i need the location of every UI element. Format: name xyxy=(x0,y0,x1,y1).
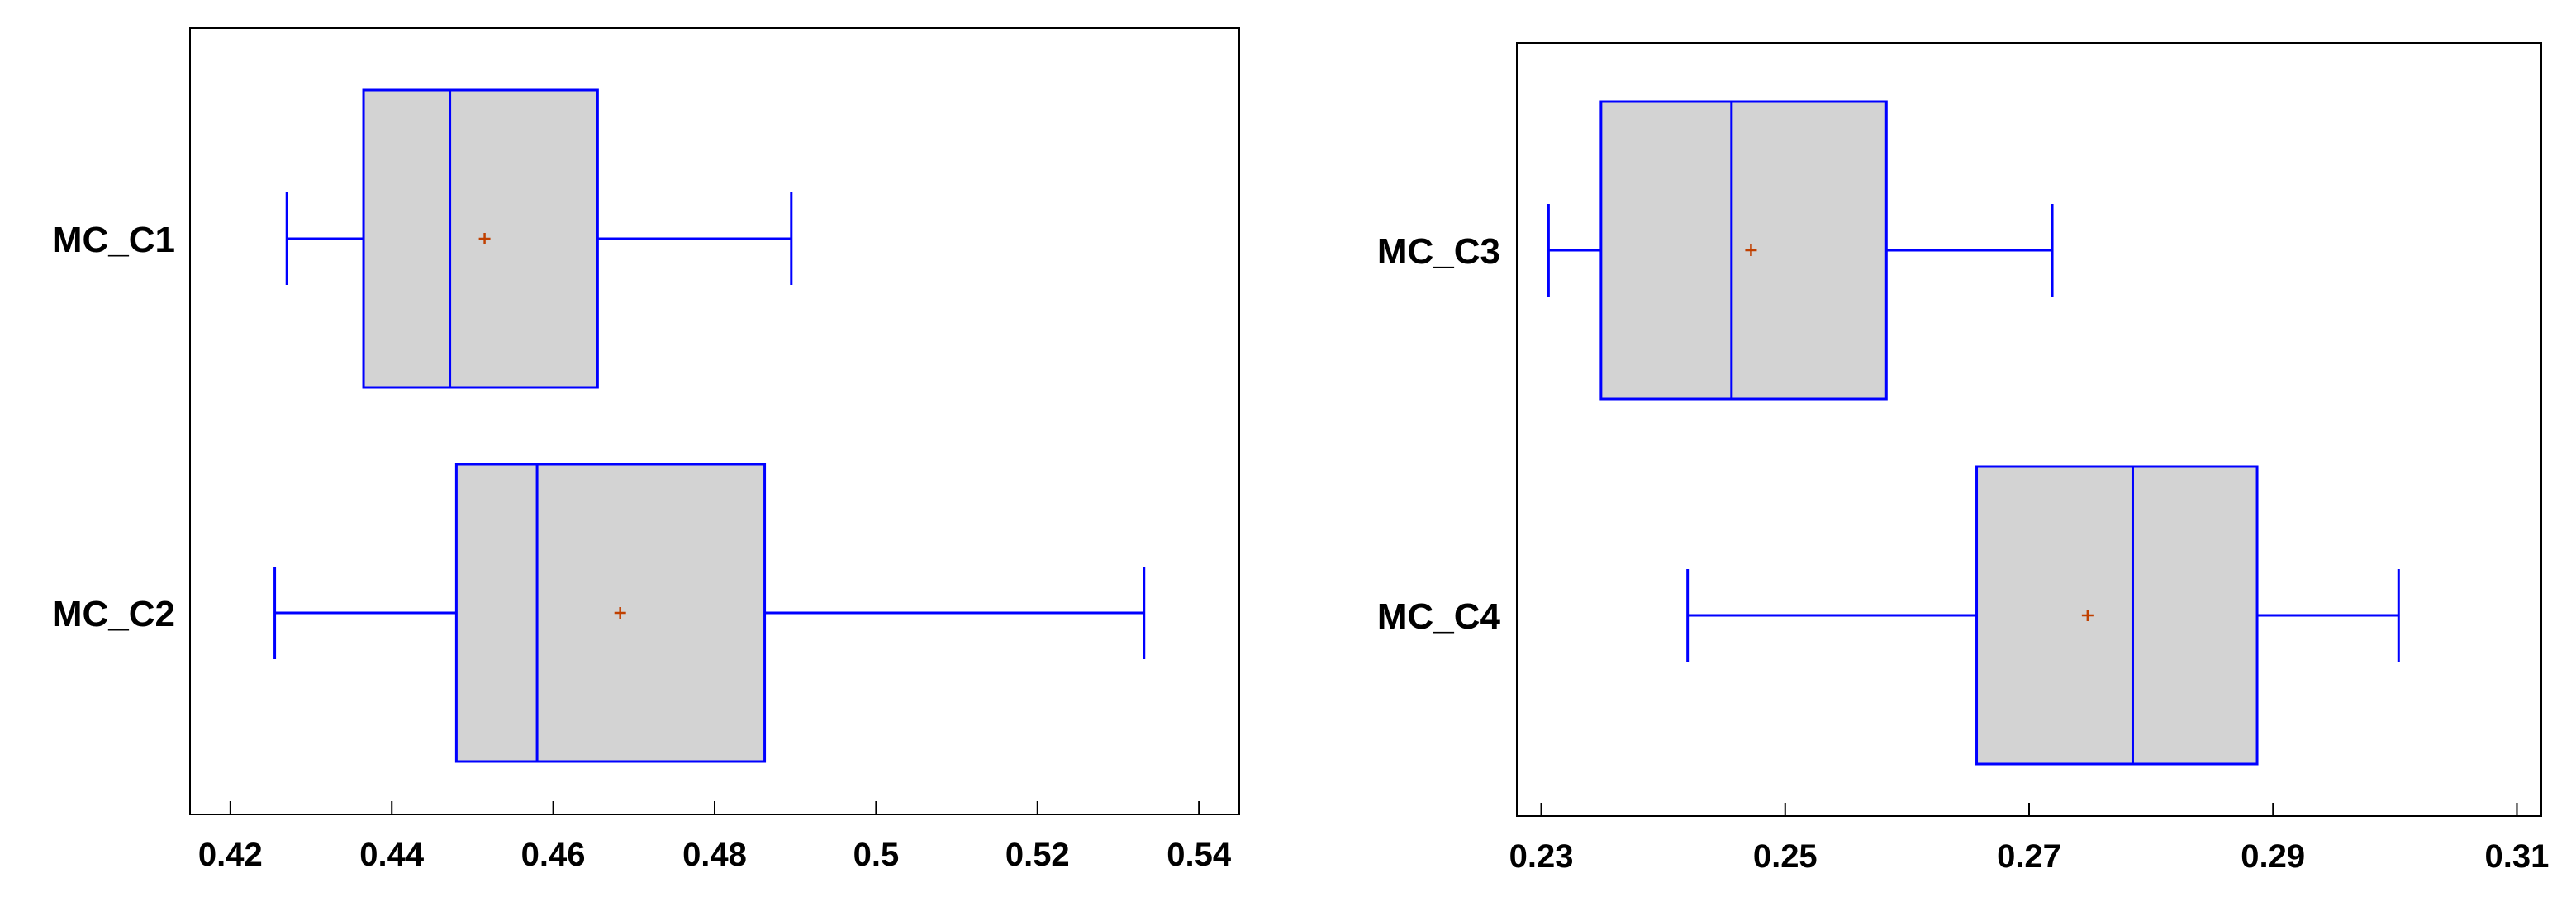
iqr-box xyxy=(454,463,767,763)
right-boxplot-panel: 0.23 0.25 0.27 0.29 0.31 MC_C3 MC_C4 xyxy=(1377,42,2550,875)
x-tick-label: 0.46 xyxy=(521,837,586,873)
boxplot-series: MC_C2 xyxy=(52,463,1146,763)
x-tick-label: 0.29 xyxy=(2241,838,2305,875)
x-tick-label: 0.44 xyxy=(359,837,425,873)
x-tick-label: 0.48 xyxy=(682,837,747,873)
iqr-box xyxy=(1599,100,1888,401)
category-label: MC_C1 xyxy=(52,220,175,260)
x-tick-label: 0.42 xyxy=(198,837,263,873)
x-tick-label: 0.5 xyxy=(853,837,900,873)
boxplot-series: MC_C4 xyxy=(1377,465,2400,766)
boxplot-series: MC_C3 xyxy=(1377,100,2054,401)
x-tick-label: 0.52 xyxy=(1005,837,1070,873)
category-label: MC_C4 xyxy=(1377,596,1501,637)
left-boxplot-panel: 0.42 0.44 0.46 0.48 0.5 0.52 0.54 MC_C1 MC_C2 xyxy=(52,27,1240,873)
x-tick-label: 0.54 xyxy=(1167,837,1232,873)
x-tick-label: 0.25 xyxy=(1753,838,1818,875)
category-label: MC_C2 xyxy=(52,594,175,634)
x-tick-label: 0.27 xyxy=(1997,838,2061,875)
boxplot-series: MC_C1 xyxy=(52,88,793,389)
iqr-box xyxy=(1975,465,2259,766)
x-tick-label: 0.23 xyxy=(1509,838,1574,875)
x-tick-label: 0.31 xyxy=(2485,838,2550,875)
category-label: MC_C3 xyxy=(1377,231,1500,272)
